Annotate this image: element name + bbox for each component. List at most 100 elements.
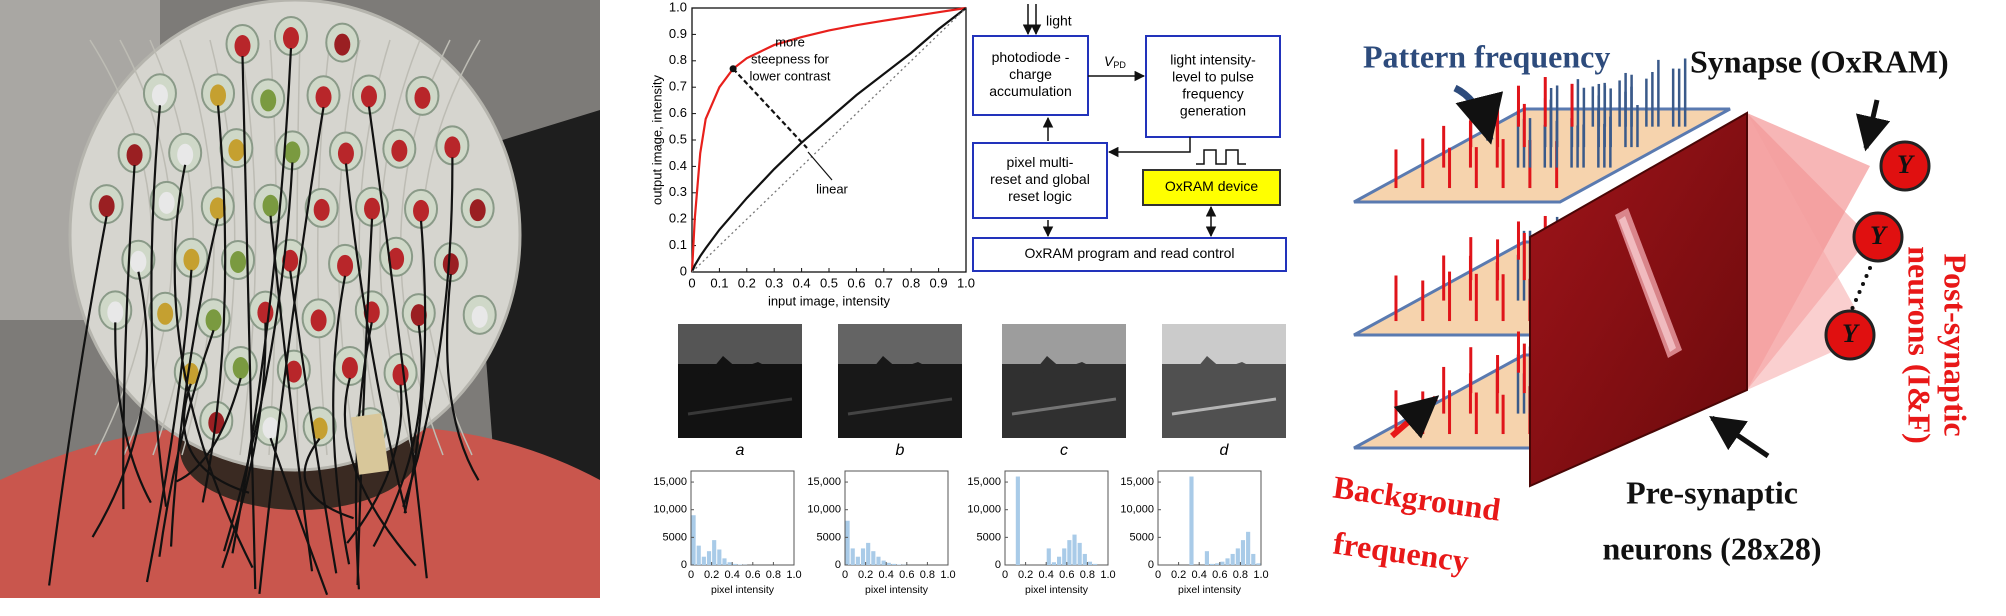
wire [114,322,152,504]
histogram-bar [1230,553,1235,565]
x-axis-label: pixel intensity [865,584,929,596]
histogram: 0 5000 10,000 15,000 0 0.2 0.4 0.6 0.8 1.0 pixel i… [1120,470,1269,596]
y-axis-label: output image, intensity [649,74,664,205]
block [972,142,1108,219]
wire [303,437,354,520]
electrode [471,305,488,328]
input-label: light [1046,13,1072,29]
wire [402,157,454,508]
y-tick-label: 0.7 [669,79,687,94]
electrode [410,304,427,327]
block [1142,169,1281,206]
cap-mesh [296,39,301,456]
image-label: c [1060,442,1068,459]
histogram-bar [727,562,732,565]
image-sky [678,324,802,364]
electrode [285,360,302,383]
x-tick-label: 0.8 [1233,569,1248,581]
histogram-bar [1051,562,1056,565]
electrode [230,251,247,274]
wire [201,105,227,503]
wire [332,275,351,565]
histogram-bar [1093,563,1098,565]
ellipsis-dot [1868,266,1872,270]
electrode [341,356,358,379]
cap-mesh [239,39,257,456]
electrode [183,248,200,271]
histogram-bar [855,556,860,565]
y-tick-label: 0 [680,263,687,278]
x-tick-label: 0.2 [738,275,756,290]
x-tick-label: 0.4 [1192,569,1207,581]
x-tick-label: 0.2 [1018,569,1033,581]
electrode [334,33,351,56]
x-tick-label: 0.8 [766,569,781,581]
neuron-label: Y [1870,221,1888,250]
y-tick-label: 15,000 [967,476,1001,488]
histogram-bar [706,551,712,565]
x-tick-label: 0 [1002,569,1008,581]
photo [0,0,600,598]
image-road [1171,397,1277,416]
x-tick-label: 0.2 [704,569,719,581]
voltage-label: VPD [1104,53,1126,71]
x-tick-label: 0.9 [930,275,948,290]
y-tick-label: 5000 [817,531,841,543]
wire [445,274,480,481]
y-tick-label: 5000 [663,531,687,543]
electrode [262,194,279,217]
electrode [469,199,486,222]
ellipsis-dot [1857,290,1862,294]
histogram-bar [1057,556,1062,565]
histogram-bar [737,564,742,565]
y-tick-label: 15,000 [807,476,841,488]
plot-area [1004,470,1109,566]
wire [169,218,219,547]
pre-arrow [1709,415,1770,459]
electrode [205,309,222,332]
histogram-bar [1246,531,1251,565]
image-label: b [896,442,905,459]
wire [344,163,408,514]
image-skyline [838,356,962,438]
y-tick-label: 10,000 [807,504,841,516]
x-tick-label: 0 [1155,569,1161,581]
y-tick-label: 10,000 [967,504,1001,516]
image-road [687,397,793,416]
pre-label: neurons (28x28) [1603,530,1822,566]
image-sky [838,324,962,364]
synapse-label: Synapse (OxRAM) [1690,43,1949,79]
electrode [151,84,168,107]
histogram-bar [1235,548,1240,565]
electrode [360,85,377,108]
ellipsis-dot [1854,298,1858,302]
image-road [1011,397,1117,416]
images: a b c d [678,324,1286,459]
histogram-bar [1015,476,1020,565]
histogram-bar [1210,563,1215,565]
neuron [1879,140,1931,192]
electrode [209,197,226,220]
y-tick-label: 0.3 [669,184,687,199]
histogram-bar [881,560,886,565]
histogram-bar [860,548,866,565]
x-tick-label: 0.5 [820,275,838,290]
electrode [260,89,277,112]
electrode [310,309,327,332]
wire [346,384,403,544]
histogram-bar [1072,534,1077,565]
y-tick-label: 0.5 [669,131,687,146]
x-tick-label: 0 [842,569,848,581]
electrode [315,86,332,109]
histogram-bar [712,540,717,565]
histogram-bar [1215,563,1220,565]
electrode [210,84,227,107]
wire [258,107,325,594]
histogram-bar [886,562,891,565]
annotation: linear [816,181,848,196]
pattern-label: Pattern frequency [1363,38,1610,74]
electrode [257,301,274,324]
block [972,237,1287,272]
electrode [262,417,279,440]
